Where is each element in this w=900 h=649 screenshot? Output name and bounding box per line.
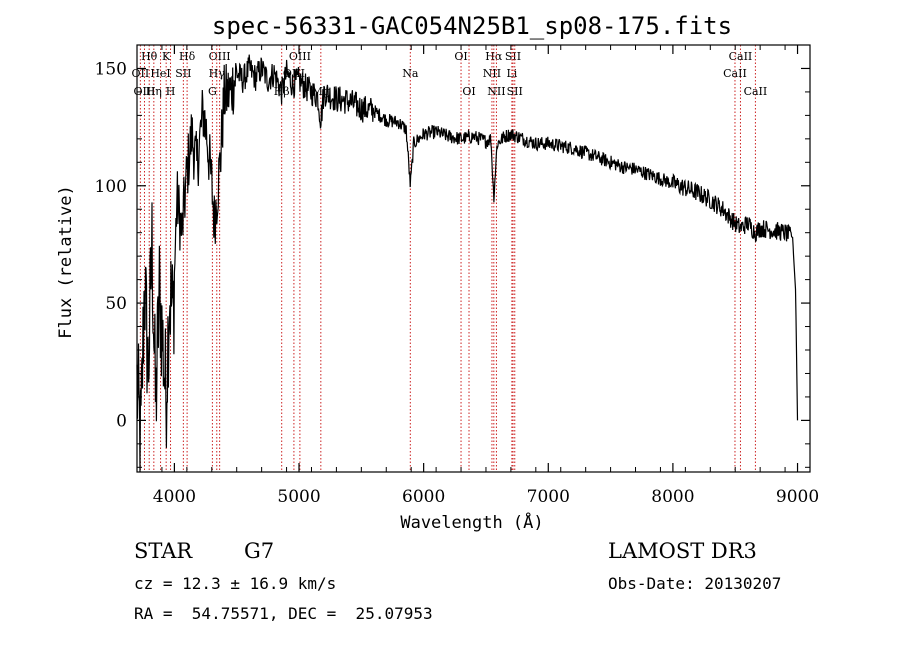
y-tick-label: 0 xyxy=(116,411,127,431)
spectrum-line xyxy=(136,54,799,473)
spectral-line-label: CaII xyxy=(729,50,753,63)
spectral-line-label: CaII xyxy=(744,85,768,98)
spectral-line-label: CaII xyxy=(723,67,747,80)
chart-title: spec-56331-GAC054N25B1_sp08-175.fits xyxy=(212,12,732,40)
x-tick-label: 7000 xyxy=(527,487,570,507)
x-tick-label: 4000 xyxy=(153,487,196,507)
spectral-line-label: Li xyxy=(506,67,517,80)
spectral-line-label: OIII xyxy=(289,50,311,63)
spectral-line-label: H xyxy=(166,85,176,98)
y-tick-label: 100 xyxy=(95,177,127,197)
x-tick-label: 5000 xyxy=(277,487,320,507)
axis-ticks-layer: 4000 5000 6000 7000 8000 9000 0 50 100 150 xyxy=(95,44,819,507)
spectral-line-label: Na xyxy=(402,67,419,80)
spectral-line-label: HeI xyxy=(150,67,170,80)
x-tick-label: 9000 xyxy=(776,487,819,507)
spectral-line-label: OI xyxy=(462,85,475,98)
x-axis-label: Wavelength (Å) xyxy=(400,511,543,533)
spectral-line-label: G xyxy=(208,85,217,98)
x-tick-label: 8000 xyxy=(651,487,694,507)
object-subclass: G7 xyxy=(244,539,275,563)
spectral-line-label: Hγ xyxy=(209,67,226,80)
spectral-line-label: OIII xyxy=(133,85,155,98)
object-class: STAR xyxy=(134,539,193,563)
plot-frame xyxy=(136,44,811,473)
spectral-line-label: Hα xyxy=(485,50,503,63)
spectral-line-label: OI xyxy=(454,50,467,63)
x-tick-label: 6000 xyxy=(402,487,445,507)
spectral-line-label: Hδ xyxy=(179,50,196,63)
y-tick-label: 50 xyxy=(105,294,127,314)
y-tick-label: 150 xyxy=(95,59,127,79)
spectral-line-label: SII xyxy=(175,67,191,80)
spectral-line-label: SII xyxy=(505,50,521,63)
spectral-line-label: SII xyxy=(507,85,523,98)
spectral-line-label: OIII xyxy=(209,50,231,63)
redshift-text: cz = 12.3 ± 16.9 km/s xyxy=(134,574,337,593)
spectral-line-label: NII xyxy=(483,67,501,80)
spectral-line-label: Hη xyxy=(146,85,162,98)
spectral-line-label: Hθ xyxy=(141,50,158,63)
y-axis-label: Flux (relative) xyxy=(56,185,76,339)
obs-date-text: Obs-Date: 20130207 xyxy=(608,574,782,593)
survey-name: LAMOST DR3 xyxy=(608,539,757,563)
spectral-line-label: NII xyxy=(487,85,505,98)
spectral-line-label: K xyxy=(162,50,171,63)
coords-text: RA = 54.75571, DEC = 25.07953 xyxy=(134,604,433,623)
